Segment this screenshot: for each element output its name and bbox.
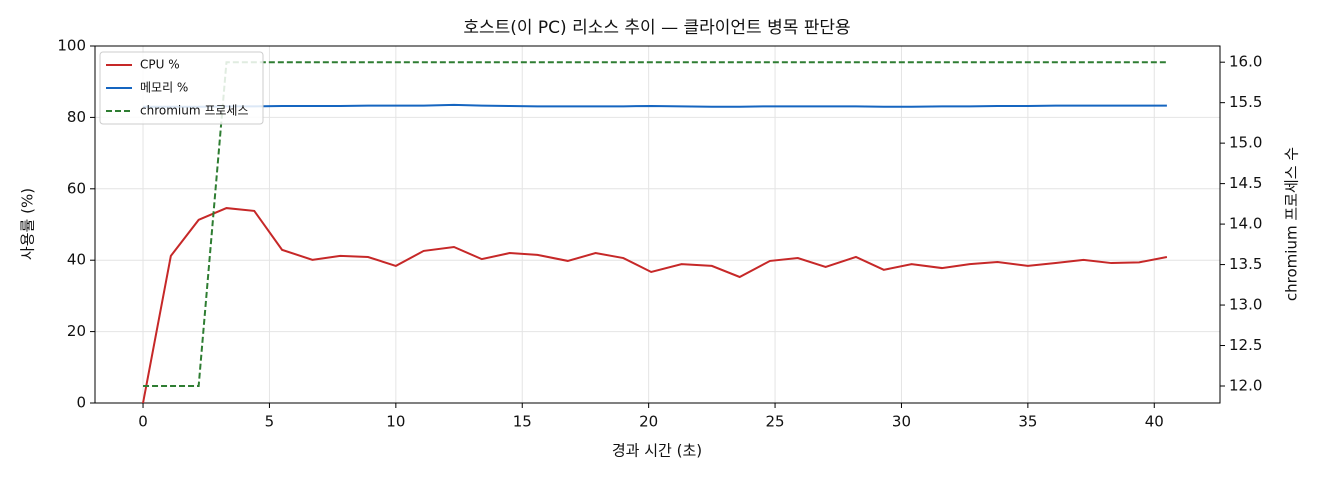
x-tick-label: 30 bbox=[892, 413, 911, 431]
x-tick-label: 0 bbox=[138, 413, 148, 431]
legend-box bbox=[99, 51, 264, 125]
y2-tick-label: 12.0 bbox=[1229, 377, 1262, 395]
y2-axis-label: chromium 프로세스 수 bbox=[1283, 147, 1301, 301]
y-tick-label: 0 bbox=[76, 394, 86, 412]
y2-tick-label: 13.0 bbox=[1229, 296, 1262, 314]
y2-tick-label: 15.0 bbox=[1229, 134, 1262, 152]
x-axis-label: 경과 시간 (초) bbox=[612, 442, 702, 460]
y-tick-label: 60 bbox=[67, 179, 86, 197]
x-tick-label: 10 bbox=[386, 413, 405, 431]
y2-tick-label: 14.0 bbox=[1229, 215, 1262, 233]
y2-tick-label: 14.5 bbox=[1229, 174, 1262, 192]
legend-label: 메모리 % bbox=[140, 81, 188, 95]
series-line bbox=[142, 207, 1168, 404]
x-tick-label: 20 bbox=[639, 413, 658, 431]
x-tick-label: 15 bbox=[513, 413, 532, 431]
y2-tick-label: 13.5 bbox=[1229, 255, 1262, 273]
series-line bbox=[143, 103, 1167, 108]
y-axis-label: 사용률 (%) bbox=[19, 188, 37, 260]
chart-title: 호스트(이 PC) 리소스 추이 — 클라이언트 병목 판단용 bbox=[463, 18, 850, 38]
y2-tick-label: 12.5 bbox=[1229, 336, 1262, 354]
x-tick-label: 25 bbox=[766, 413, 785, 431]
x-tick-label: 35 bbox=[1018, 413, 1037, 431]
legend-label: CPU % bbox=[140, 58, 180, 72]
y-tick-label: 40 bbox=[67, 251, 86, 269]
y2-tick-label: 15.5 bbox=[1229, 93, 1262, 111]
x-tick-label: 5 bbox=[265, 413, 275, 431]
plot-frame bbox=[94, 45, 1221, 404]
y-tick-label: 80 bbox=[67, 108, 86, 126]
series-line bbox=[143, 61, 1167, 387]
y-tick-label: 20 bbox=[67, 322, 86, 340]
x-tick-label: 40 bbox=[1145, 413, 1164, 431]
y2-tick-label: 16.0 bbox=[1229, 53, 1262, 71]
y-tick-label: 100 bbox=[57, 37, 86, 55]
legend-label: chromium 프로세스 bbox=[140, 104, 249, 118]
